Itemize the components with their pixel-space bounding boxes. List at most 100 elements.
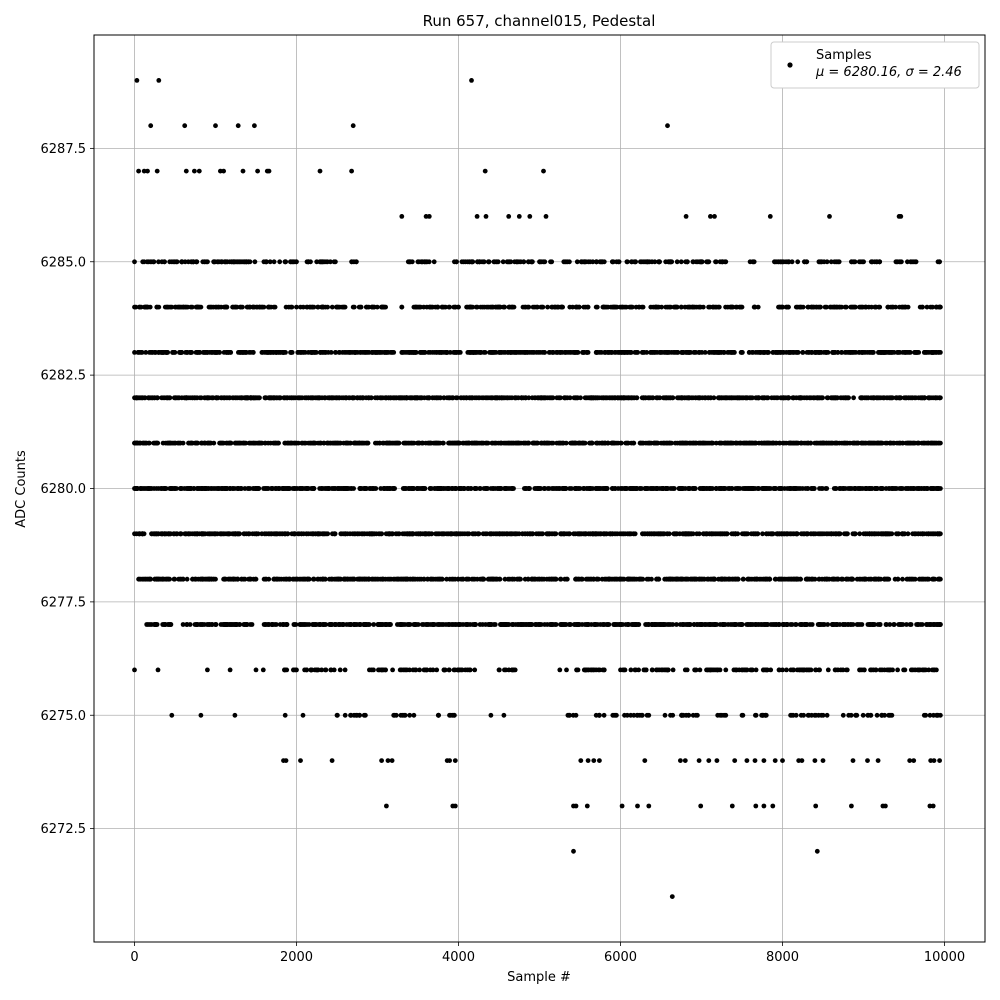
sample-point [359, 531, 365, 537]
sample-point [739, 304, 745, 310]
sample-point [593, 350, 599, 355]
sample-point [794, 531, 800, 537]
sample-point [467, 259, 473, 265]
sample-point [505, 395, 511, 401]
sample-point [922, 395, 928, 401]
sample-point [610, 259, 615, 265]
sample-point [352, 440, 357, 446]
sample-point [650, 304, 656, 310]
sample-point [733, 304, 739, 310]
sample-point [374, 440, 380, 446]
sample-point [433, 395, 439, 401]
sample-point [491, 440, 497, 446]
sample-point [221, 576, 227, 582]
sample-point [618, 531, 624, 537]
sample-point [824, 486, 830, 491]
sample-point [756, 395, 762, 401]
sample-point [776, 350, 782, 355]
sample-point [704, 531, 710, 537]
sample-point [401, 486, 407, 491]
sample-point [897, 304, 902, 310]
sample-point [194, 259, 200, 265]
sample-point [267, 259, 273, 265]
sample-point [787, 350, 793, 355]
sample-point [760, 531, 765, 537]
sample-point [274, 350, 279, 355]
sample-point [457, 486, 462, 491]
sample-point [439, 350, 445, 355]
sample-point [196, 304, 202, 310]
sample-point [151, 440, 157, 446]
sample-point [610, 440, 616, 446]
sample-point [184, 576, 190, 582]
sample-point [288, 259, 293, 265]
sample-point [324, 440, 330, 446]
sample-point [900, 531, 906, 537]
sample-point [818, 304, 823, 310]
sample-point [683, 531, 689, 537]
sample-point [841, 486, 847, 491]
sample-point [570, 304, 575, 310]
sample-point [920, 531, 925, 537]
sample-point [877, 259, 883, 265]
sample-point [364, 304, 370, 310]
sample-point [649, 350, 655, 355]
sample-point [538, 440, 544, 446]
sample-point [234, 576, 240, 582]
sample-point [152, 395, 158, 401]
sample-point [542, 259, 548, 265]
sample-point [478, 304, 484, 310]
sample-point [694, 304, 700, 310]
sample-point [399, 350, 405, 355]
sample-point [758, 350, 764, 355]
sample-point [804, 259, 810, 265]
sample-point [295, 486, 300, 491]
sample-point [135, 350, 141, 355]
sample-point [915, 440, 921, 446]
sample-point [179, 259, 185, 265]
sample-point [794, 350, 800, 355]
sample-point [178, 440, 183, 446]
sample-point [558, 440, 564, 446]
sample-point [390, 531, 395, 537]
sample-point [319, 259, 325, 265]
sample-point [702, 350, 708, 355]
sample-point [833, 486, 838, 491]
sample-point [147, 395, 153, 401]
sample-point [323, 304, 328, 310]
sample-point [538, 259, 543, 265]
sample-point [237, 395, 243, 401]
sample-point [482, 531, 488, 537]
sample-point [772, 259, 777, 265]
sample-point [506, 304, 512, 310]
sample-point [202, 259, 207, 265]
sample-point [368, 395, 374, 401]
sample-point [752, 531, 758, 537]
sample-point [276, 486, 281, 491]
sample-point [814, 440, 819, 446]
sample-point [679, 350, 685, 355]
sample-point [597, 350, 603, 355]
sample-point [257, 304, 263, 310]
sample-point [570, 350, 576, 355]
sample-point [701, 440, 707, 446]
sample-point [937, 259, 942, 265]
sample-point [755, 486, 761, 491]
sample-point [628, 350, 634, 355]
sample-point [314, 259, 320, 265]
sample-point [901, 304, 906, 310]
sample-point [839, 304, 844, 310]
sample-point [263, 350, 269, 355]
sample-point [549, 259, 555, 265]
sample-point [742, 486, 748, 491]
sample-point [247, 576, 253, 582]
sample-point [226, 350, 232, 355]
sample-point [534, 486, 540, 491]
sample-point [549, 304, 555, 310]
sample-point [651, 440, 657, 446]
sample-point [271, 259, 277, 265]
sample-point [156, 304, 162, 310]
sample-point [938, 531, 943, 537]
sample-point [523, 395, 528, 401]
